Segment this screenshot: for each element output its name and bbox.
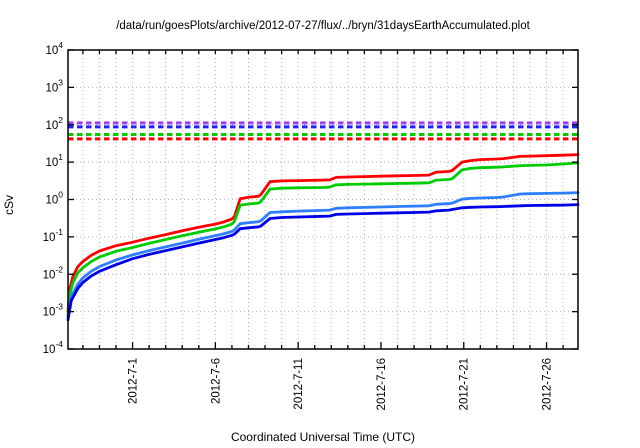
x-tick-label: 2012-7-16 xyxy=(376,358,388,410)
x-tick-label: 2012-7-21 xyxy=(459,358,471,410)
x-tick-label: 2012-7-1 xyxy=(128,358,140,404)
x-axis-label: Coordinated Universal Time (UTC) xyxy=(230,430,416,444)
y-tick-label: 100 xyxy=(45,190,63,207)
y-tick-label: 10-3 xyxy=(43,302,64,319)
y-tick-label: 102 xyxy=(45,115,63,132)
series-line-lightblue-accumulated-dose xyxy=(66,191,580,319)
y-tick-label: 104 xyxy=(45,40,63,57)
y-tick-label: 10-4 xyxy=(43,339,64,356)
y-tick-label: 103 xyxy=(45,77,63,94)
series-line-green-accumulated-dose xyxy=(66,161,580,317)
y-tick-label: 10-1 xyxy=(43,227,64,244)
x-tick-label: 2012-7-6 xyxy=(210,358,222,404)
y-tick-label: 10-2 xyxy=(43,264,64,281)
x-tick-label: 2012-7-11 xyxy=(293,358,305,410)
series-line-red-accumulated-dose xyxy=(66,153,580,314)
x-tick-label: 2012-7-26 xyxy=(542,358,554,410)
plot-title: /data/run/goesPlots/archive/2012-07-27/f… xyxy=(116,20,530,32)
series-line-blue-accumulated-dose xyxy=(66,203,580,322)
y-tick-label: 101 xyxy=(45,152,63,169)
